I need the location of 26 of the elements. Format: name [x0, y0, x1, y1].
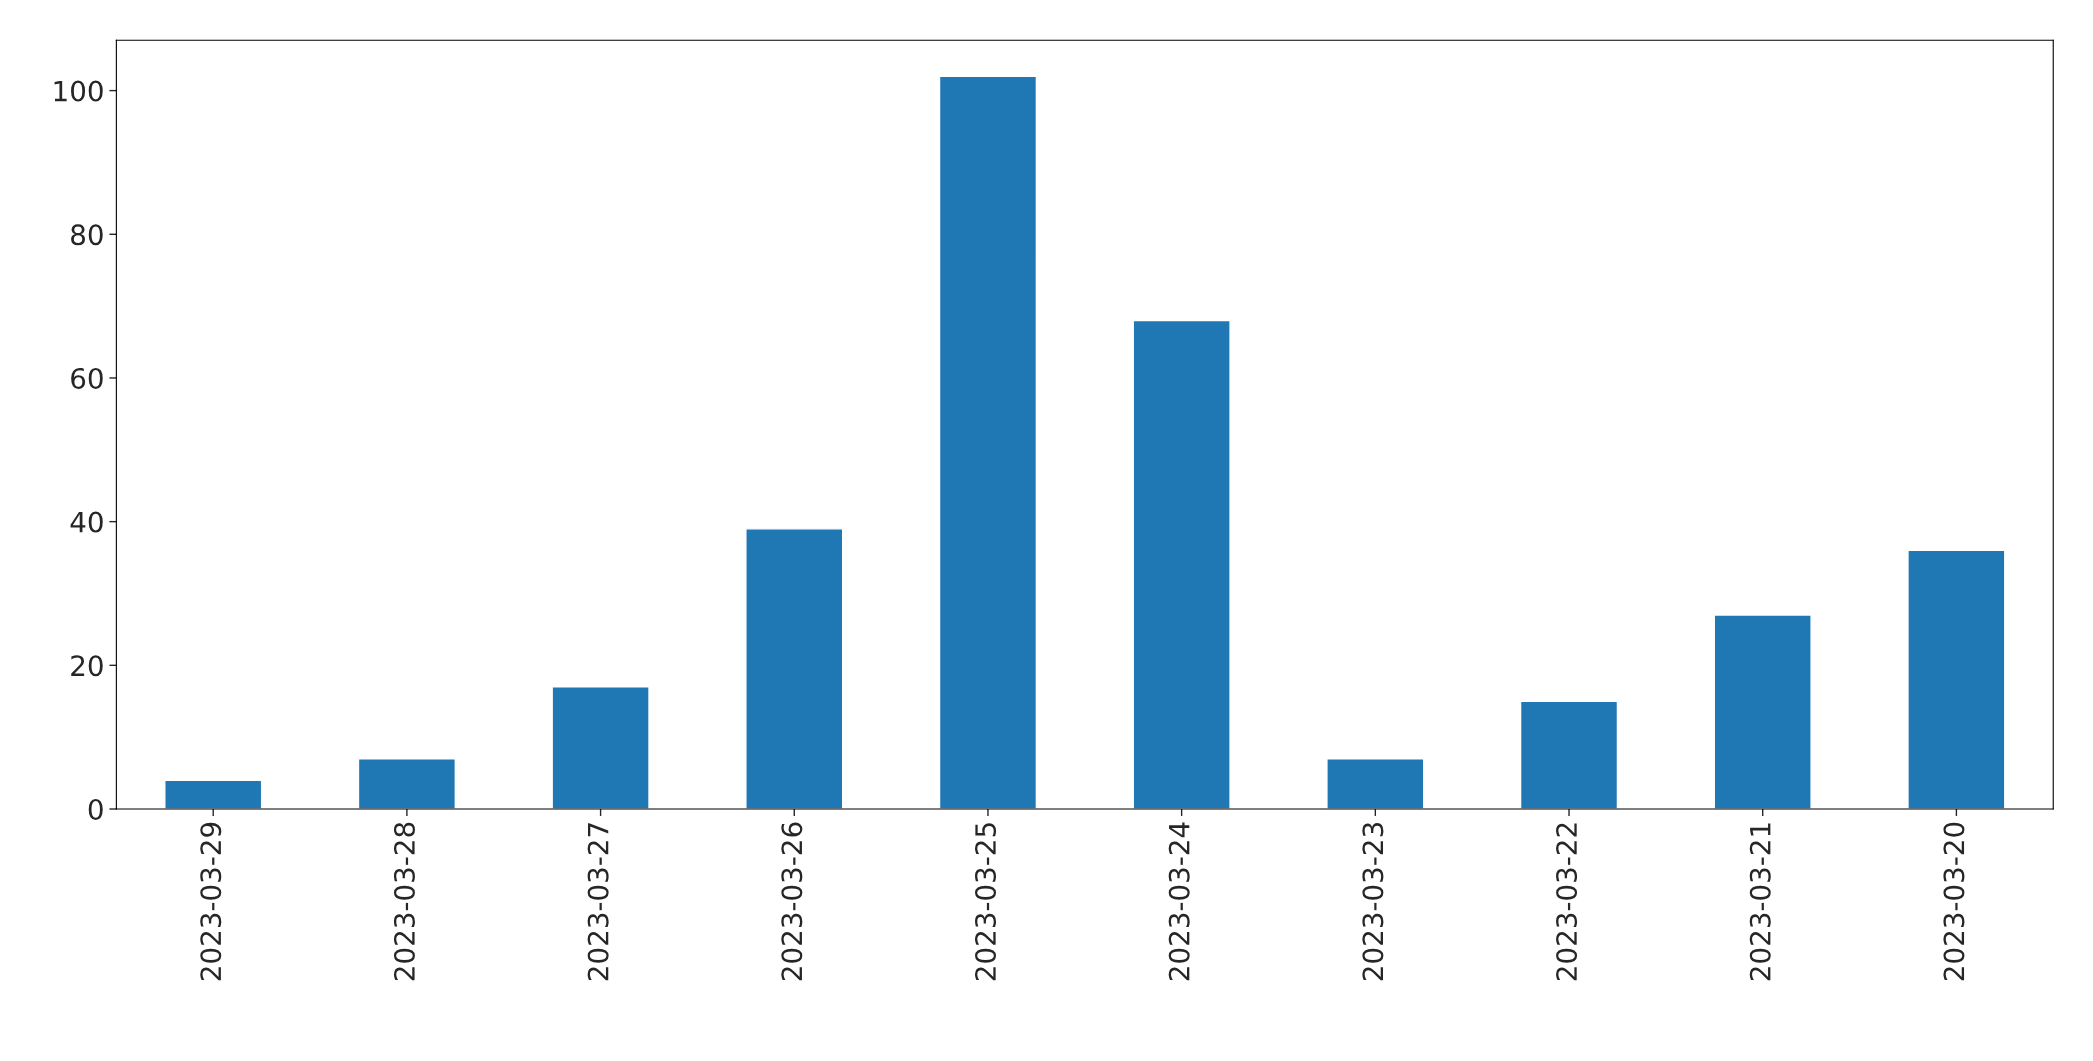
x-tick-label: 2023-03-20 [1943, 822, 1965, 981]
bar [357, 758, 457, 810]
y-tick-label: 100 [54, 80, 103, 102]
y-tick-label: 40 [70, 511, 103, 533]
x-tick-label: 2023-03-22 [1556, 823, 1578, 981]
bar [1519, 700, 1619, 810]
y-tick-label: 60 [71, 367, 103, 389]
y-tick-label: 0 [88, 798, 103, 820]
x-tick-label: 2023-03-21 [1749, 823, 1771, 981]
x-tick-label: 2023-03-24 [1168, 822, 1190, 981]
x-tick-label: 2023-03-23 [1362, 823, 1384, 981]
bar [938, 75, 1038, 810]
bar [745, 528, 844, 810]
bar [1326, 758, 1425, 810]
bar [164, 779, 263, 810]
x-tick-label: 2023-03-29 [200, 822, 222, 981]
bar [551, 686, 650, 810]
x-tick-label: 2023-03-27 [587, 823, 609, 981]
x-tick-label: 2023-03-28 [393, 822, 415, 981]
bar [1132, 319, 1231, 810]
y-tick-label: 20 [71, 655, 103, 677]
bar [1713, 614, 1812, 810]
x-tick-label: 2023-03-26 [781, 822, 803, 981]
y-tick-label: 80 [71, 224, 103, 246]
bar [1907, 549, 2006, 810]
x-tick-label: 2023-03-25 [975, 823, 997, 981]
